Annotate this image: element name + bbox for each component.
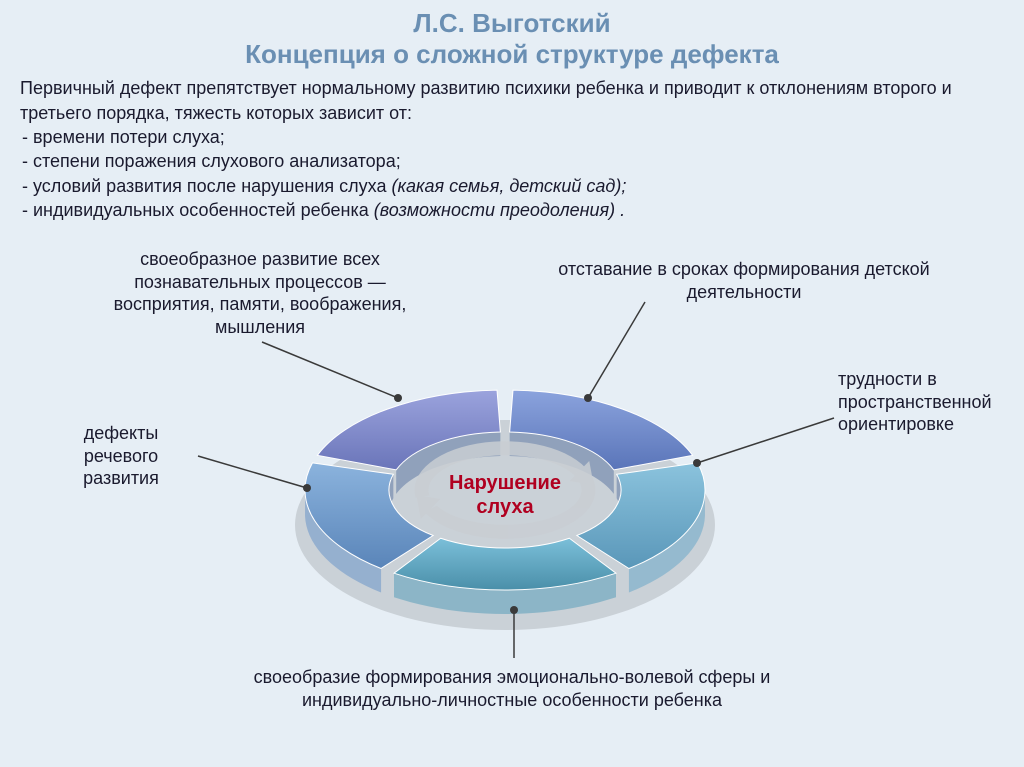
diagram: Нарушение слуха своеобразное развитие вс… xyxy=(0,240,1024,760)
callout: трудности в пространственной ориентировк… xyxy=(838,368,1024,436)
callout: своеобразное развитие всех познавательны… xyxy=(100,248,420,338)
slide-title: Л.С. Выготский Концепция о сложной струк… xyxy=(0,0,1024,70)
callout: своеобразие формирования эмоционально-во… xyxy=(232,666,792,711)
center-line1: Нарушение xyxy=(449,471,561,495)
center-line2: слуха xyxy=(449,495,561,519)
title-line2: Концепция о сложной структуре дефекта xyxy=(0,39,1024,70)
callout: отставание в сроках формирования детской… xyxy=(554,258,934,303)
intro-bullet: - индивидуальных особенностей ребенка (в… xyxy=(22,198,1004,222)
center-label: Нарушение слуха xyxy=(449,471,561,519)
intro-text: Первичный дефект препятствует нормальном… xyxy=(20,76,1004,125)
title-line1: Л.С. Выготский xyxy=(0,8,1024,39)
ring-chart: Нарушение слуха xyxy=(290,370,720,630)
intro-bullet: - времени потери слуха; xyxy=(22,125,1004,149)
intro-block: Первичный дефект препятствует нормальном… xyxy=(0,70,1024,222)
intro-bullet: - условий развития после нарушения слуха… xyxy=(22,174,1004,198)
intro-bullet: - степени поражения слухового анализатор… xyxy=(22,149,1004,173)
callout: дефекты речевого развития xyxy=(46,422,196,490)
